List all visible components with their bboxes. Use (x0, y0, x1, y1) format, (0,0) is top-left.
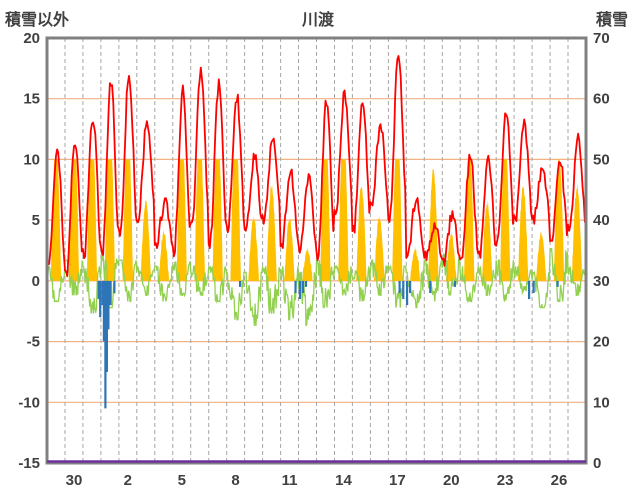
right-axis-tick: 70 (593, 30, 610, 47)
left-axis-tick: -10 (18, 394, 40, 411)
left-axis-tick: 10 (23, 151, 40, 168)
left-axis-tick: 0 (32, 273, 40, 290)
right-axis-tick: 60 (593, 91, 610, 108)
right-axis-tick: 10 (593, 394, 610, 411)
x-axis-tick: 2 (124, 472, 132, 489)
x-axis-tick: 14 (335, 472, 352, 489)
x-axis-tick: 23 (497, 472, 514, 489)
x-axis-tick: 8 (231, 472, 239, 489)
right-axis-tick: 50 (593, 151, 610, 168)
left-axis-tick: 5 (32, 212, 40, 229)
x-axis-tick: 30 (66, 472, 83, 489)
x-axis-tick: 26 (551, 472, 568, 489)
right-axis-tick: 30 (593, 273, 610, 290)
right-axis-tick: 40 (593, 212, 610, 229)
left-axis-tick: -15 (18, 455, 40, 472)
left-axis-title: 積雪以外 (5, 12, 70, 29)
x-axis-tick: 5 (178, 472, 186, 489)
x-axis-tick: 17 (389, 472, 406, 489)
left-axis-tick: 20 (23, 30, 40, 47)
x-axis-tick: 11 (282, 472, 298, 489)
right-axis-tick: 0 (593, 455, 601, 472)
x-axis-tick: 20 (443, 472, 460, 489)
left-axis-tick: -5 (27, 334, 40, 351)
right-axis-tick: 20 (593, 334, 610, 351)
left-axis-tick: 15 (23, 91, 40, 108)
right-axis-title: 積雪 (595, 12, 628, 29)
